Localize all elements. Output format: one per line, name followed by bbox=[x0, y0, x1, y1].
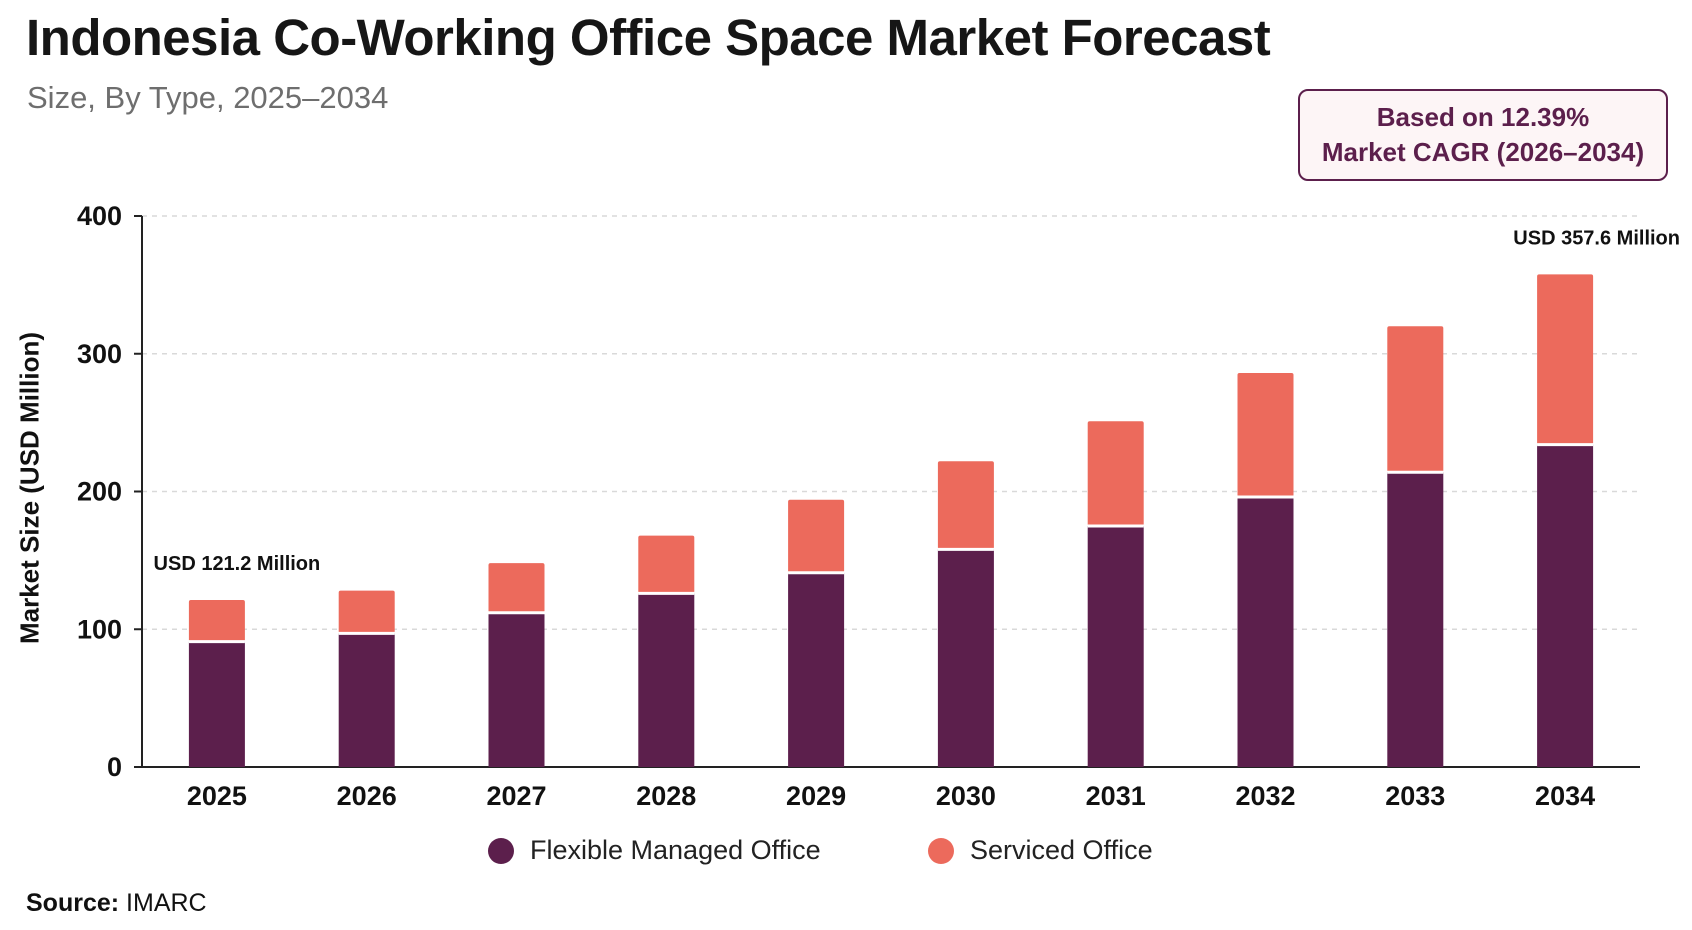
source-value: IMARC bbox=[126, 889, 207, 917]
data-annotation-2025: USD 121.2 Million bbox=[154, 553, 321, 575]
x-tick-label: 2026 bbox=[337, 781, 397, 811]
bar-flexible-2029 bbox=[788, 572, 845, 767]
bar-serviced-2030 bbox=[937, 461, 994, 550]
x-tick-label: 2029 bbox=[786, 781, 846, 811]
bar-serviced-2026 bbox=[338, 590, 395, 634]
data-annotation-2034: USD 357.6 Million bbox=[1513, 227, 1680, 249]
y-tick-label: 200 bbox=[77, 477, 122, 507]
bar-serviced-2025 bbox=[188, 600, 245, 642]
axes: 0 100 200 300 400 bbox=[77, 201, 1640, 782]
bar-serviced-2029 bbox=[788, 499, 845, 573]
x-tick-label: 2034 bbox=[1535, 781, 1595, 811]
bar-flexible-2030 bbox=[937, 549, 994, 767]
legend-label-flexible: Flexible Managed Office bbox=[530, 835, 821, 865]
x-tick-label: 2030 bbox=[936, 781, 996, 811]
y-tick-label: 0 bbox=[107, 752, 122, 782]
source-note: Source: IMARC bbox=[26, 889, 207, 918]
x-tick-label: 2032 bbox=[1235, 781, 1295, 811]
bar-flexible-2025 bbox=[188, 641, 245, 767]
legend-item-serviced: Serviced Office bbox=[928, 835, 1153, 866]
x-tick-label: 2027 bbox=[486, 781, 546, 811]
source-label: Source: bbox=[26, 889, 120, 917]
bar-flexible-2034 bbox=[1537, 444, 1594, 767]
legend-swatch-flexible bbox=[488, 837, 514, 864]
x-tick-label: 2031 bbox=[1086, 781, 1146, 811]
labels: 2025 2026 2027 2028 2029 2030 2031 2032 2033 2034… bbox=[154, 227, 1680, 811]
x-tick-label: 2025 bbox=[187, 781, 247, 811]
bar-serviced-2033 bbox=[1387, 326, 1444, 473]
bar-flexible-2026 bbox=[338, 633, 395, 767]
bar-serviced-2032 bbox=[1237, 373, 1294, 498]
legend-item-flexible: Flexible Managed Office bbox=[488, 835, 821, 866]
cagr-callout: Based on 12.39% Market CAGR (2026–2034) bbox=[1298, 89, 1668, 181]
bar-flexible-2033 bbox=[1387, 472, 1444, 767]
bar-flexible-2031 bbox=[1087, 525, 1144, 767]
y-tick-label: 400 bbox=[77, 201, 122, 231]
legend-label-serviced: Serviced Office bbox=[970, 835, 1153, 865]
bar-flexible-2028 bbox=[638, 593, 695, 767]
y-tick-label: 100 bbox=[77, 614, 122, 644]
cagr-line-1: Based on 12.39% bbox=[1376, 102, 1590, 132]
bar-serviced-2027 bbox=[488, 563, 545, 613]
bar-serviced-2034 bbox=[1537, 274, 1594, 445]
bar-flexible-2027 bbox=[488, 612, 545, 767]
x-tick-label: 2033 bbox=[1385, 781, 1445, 811]
x-tick-label: 2028 bbox=[636, 781, 696, 811]
chart-title: Indonesia Co-Working Office Space Market… bbox=[26, 9, 1271, 66]
legend-swatch-serviced bbox=[928, 837, 954, 864]
bar-flexible-2032 bbox=[1237, 497, 1294, 767]
cagr-line-2: Market CAGR (2026–2034) bbox=[1321, 137, 1645, 167]
bar-serviced-2028 bbox=[638, 535, 695, 594]
legend: Flexible Managed Office Serviced Office bbox=[0, 835, 1692, 875]
bars bbox=[188, 274, 1594, 767]
chart-subtitle: Size, By Type, 2025–2034 bbox=[27, 80, 389, 115]
bar-serviced-2031 bbox=[1087, 421, 1144, 526]
y-tick-label: 300 bbox=[77, 339, 122, 369]
